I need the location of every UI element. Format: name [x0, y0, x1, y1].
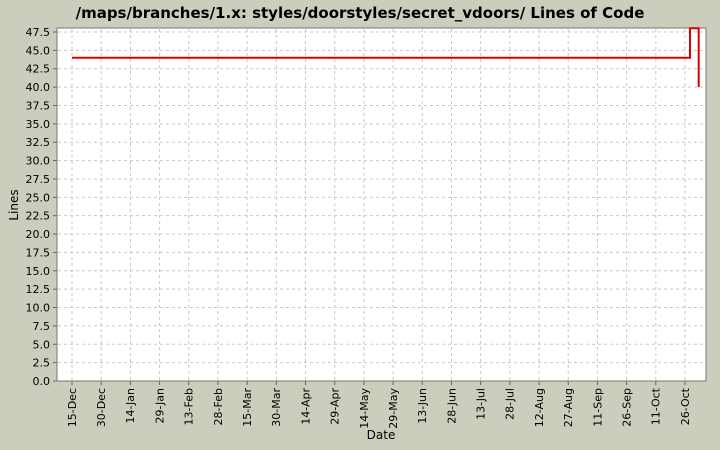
plot-border	[56, 27, 707, 382]
svg-text:42.5: 42.5	[26, 63, 51, 76]
svg-text:29-Apr: 29-Apr	[329, 388, 342, 425]
svg-text:30-Mar: 30-Mar	[270, 388, 283, 427]
svg-text:11-Sep: 11-Sep	[591, 388, 604, 427]
svg-text:30.0: 30.0	[26, 155, 51, 168]
y-tick-labels: 0.0 2.5 5.0 7.5 10.0 12.5 15.0 17.5 20.0 22.5 25.0…	[26, 26, 51, 388]
svg-text:0.0: 0.0	[33, 375, 51, 388]
svg-text:26-Oct: 26-Oct	[679, 387, 692, 425]
svg-text:13-Jun: 13-Jun	[416, 388, 429, 424]
svg-text:28-Feb: 28-Feb	[212, 388, 225, 425]
svg-text:17.5: 17.5	[26, 246, 51, 259]
svg-text:45.0: 45.0	[26, 44, 51, 57]
svg-text:25.0: 25.0	[26, 191, 51, 204]
svg-text:26-Sep: 26-Sep	[620, 388, 633, 427]
svg-text:13-Feb: 13-Feb	[183, 388, 196, 425]
svg-text:5.0: 5.0	[33, 338, 51, 351]
svg-text:30-Dec: 30-Dec	[95, 388, 108, 427]
svg-text:28-Jun: 28-Jun	[445, 388, 458, 424]
svg-text:47.5: 47.5	[26, 26, 51, 39]
svg-text:20.0: 20.0	[26, 228, 51, 241]
svg-text:22.5: 22.5	[26, 210, 51, 223]
chart-title: /maps/branches/1.x: styles/doorstyles/se…	[75, 4, 645, 22]
svg-text:29-May: 29-May	[387, 388, 400, 429]
gridlines	[58, 29, 705, 380]
svg-text:14-May: 14-May	[358, 388, 371, 429]
svg-text:27-Aug: 27-Aug	[562, 388, 575, 427]
svg-text:13-Jul: 13-Jul	[475, 388, 488, 420]
svg-text:14-Apr: 14-Apr	[299, 388, 312, 425]
svg-text:15-Dec: 15-Dec	[66, 388, 79, 427]
svg-text:27.5: 27.5	[26, 173, 51, 186]
plot-area	[57, 28, 706, 381]
svg-text:12.5: 12.5	[26, 283, 51, 296]
svg-text:37.5: 37.5	[26, 99, 51, 112]
svg-text:28-Jul: 28-Jul	[504, 388, 517, 420]
svg-text:12-Aug: 12-Aug	[533, 388, 546, 427]
tick-marks	[53, 31, 686, 385]
svg-text:2.5: 2.5	[33, 357, 51, 370]
svg-text:29-Jan: 29-Jan	[153, 388, 166, 424]
svg-text:10.0: 10.0	[26, 302, 51, 315]
x-tick-labels: 15-Dec 30-Dec 14-Jan 29-Jan 13-Feb 28-Feb 15-M…	[66, 387, 692, 428]
svg-text:7.5: 7.5	[33, 320, 51, 333]
svg-text:32.5: 32.5	[26, 136, 51, 149]
svg-text:11-Oct: 11-Oct	[650, 387, 663, 425]
svg-text:35.0: 35.0	[26, 118, 51, 131]
series-line	[72, 27, 700, 88]
svg-text:15.0: 15.0	[26, 265, 51, 278]
svg-text:40.0: 40.0	[26, 81, 51, 94]
svg-text:14-Jan: 14-Jan	[124, 388, 137, 424]
x-axis-label: Date	[366, 428, 396, 442]
svg-text:15-Mar: 15-Mar	[241, 388, 254, 427]
